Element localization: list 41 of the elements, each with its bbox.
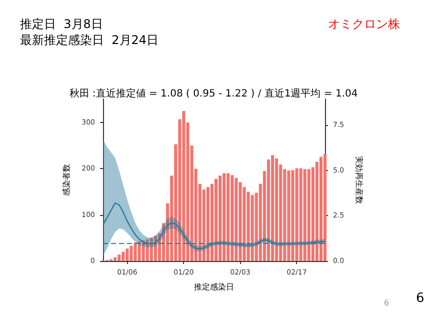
bar [226,173,230,261]
text: 最新推定感染日 2月24日 [20,33,159,47]
bar [114,257,117,261]
bar [266,159,270,261]
bar [291,170,294,261]
chart-title: 秋田 :直近推定値 = 1.08 ( 0.95 - 1.22 ) / 直近1週平均 = 1.04 [69,88,358,100]
bar [271,155,274,261]
bar [238,182,242,261]
bar [287,170,290,261]
x-axis-title: 推定感染日 [194,282,234,292]
bar [230,175,234,261]
bar [295,168,298,261]
bar [154,236,157,261]
bar [118,254,121,261]
text: オミクロン株 [328,17,400,31]
bar [275,158,278,261]
bar [122,252,125,261]
bar [303,169,306,261]
bar [250,195,254,261]
y2-axis-title: 実効再生産数 [354,156,364,204]
bar [319,156,322,261]
bar [138,241,141,261]
y-axis-title: 感染者数 [62,164,72,196]
bar [146,239,149,261]
text: 6 [416,291,424,306]
bar [324,154,326,261]
text: 推定日 3月8日 [20,17,103,31]
bar [307,169,310,261]
bar [214,178,218,261]
text: 6 [384,298,390,308]
bar [299,168,302,261]
bar [218,176,222,261]
bar [142,240,145,261]
bar [222,173,226,261]
bar [234,178,238,261]
bar [126,248,129,261]
bar [150,238,153,261]
bar [130,246,133,261]
bar [182,111,186,261]
bar [206,187,210,261]
bar [134,242,137,261]
